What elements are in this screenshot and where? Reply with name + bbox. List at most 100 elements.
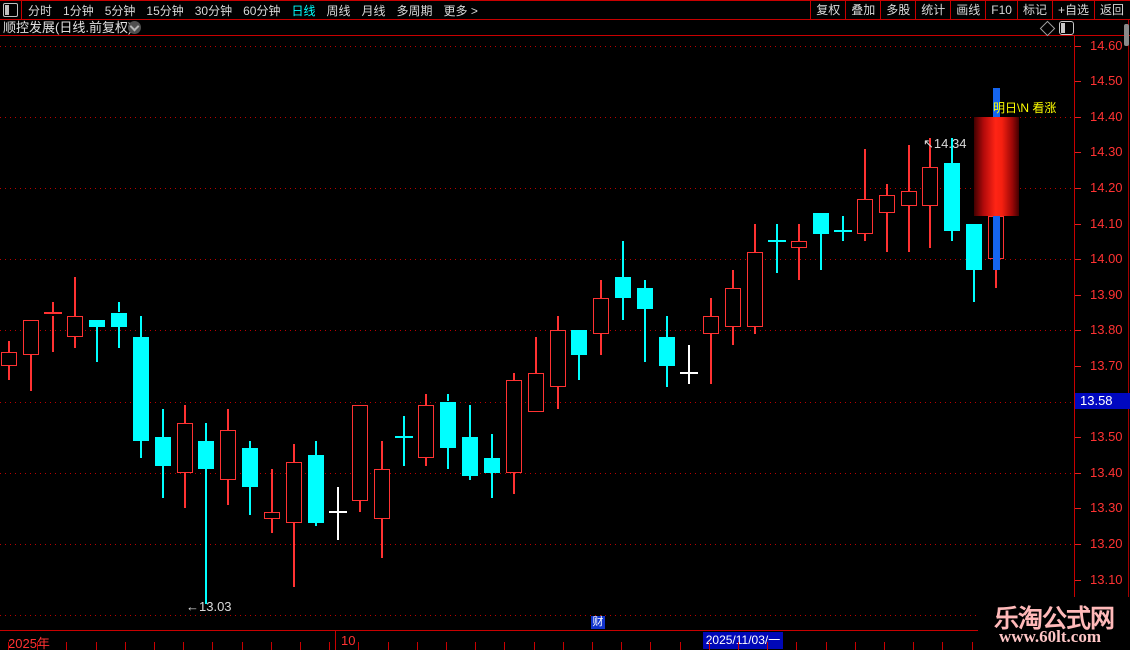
candle-2-lower-wick xyxy=(51,316,54,352)
candle-12-upper-wick xyxy=(271,469,274,512)
tools-menu: 复权 叠加 多股 统计 画线 F10 标记 +自选 返回 xyxy=(810,1,1129,19)
candle-14-upper-wick xyxy=(315,440,318,455)
candle-38-upper-wick xyxy=(841,216,844,231)
candle-35-doji xyxy=(767,240,786,243)
candle-26-lower-wick xyxy=(578,355,581,381)
price-label-14.40: 14.40 xyxy=(1090,108,1123,124)
candle-40-lower-wick xyxy=(885,212,888,252)
period-item-6[interactable]: 日线 xyxy=(291,3,316,18)
price-label-14.00: 14.00 xyxy=(1090,251,1123,267)
date-tick xyxy=(855,642,856,650)
date-tick xyxy=(826,642,827,650)
period-item-10[interactable]: 更多 > xyxy=(443,3,478,18)
candlestick-chart[interactable]: 财 ←13.03 ↖14.34 明日\N 看涨 xyxy=(0,36,1074,630)
tool-item-5[interactable]: F10 xyxy=(985,1,1017,19)
candle-8-upper-wick xyxy=(183,405,186,423)
candle-28-body xyxy=(615,276,632,299)
candle-14-lower-wick xyxy=(315,522,318,527)
candle-37-lower-wick xyxy=(819,234,822,270)
period-item-2[interactable]: 5分钟 xyxy=(104,3,136,18)
tool-item-0[interactable]: 复权 xyxy=(810,1,845,19)
tool-item-3[interactable]: 统计 xyxy=(915,1,950,19)
candle-21-body xyxy=(461,437,478,477)
candle-20-upper-wick xyxy=(446,394,449,402)
candle-27-lower-wick xyxy=(600,333,603,356)
price-label-13.90: 13.90 xyxy=(1090,286,1123,302)
candle-25-lower-wick xyxy=(556,387,559,409)
date-tick xyxy=(534,642,535,650)
gridline-14.20 xyxy=(0,187,1074,189)
gridline-14.60 xyxy=(0,45,1074,47)
date-tick xyxy=(329,642,330,650)
date-tick xyxy=(972,642,973,650)
candle-0-body xyxy=(1,351,17,366)
candle-38-doji xyxy=(833,229,852,232)
axis-tick-14.20 xyxy=(1075,187,1081,189)
period-menu: 分时 1分钟 5分钟 15分钟 30分钟 60分钟 日线 周线 月线 多周期 更多 > xyxy=(28,2,478,19)
period-item-0[interactable]: 分时 xyxy=(28,3,53,18)
date-tick xyxy=(884,642,885,650)
candle-29-lower-wick xyxy=(644,308,647,363)
candle-41-lower-wick xyxy=(907,205,910,252)
axis-tick-14.00 xyxy=(1075,259,1081,261)
event-marker[interactable]: 财 xyxy=(591,616,605,629)
candle-37-body xyxy=(812,212,829,235)
candle-2-upper-wick xyxy=(51,301,54,313)
split-window-icon[interactable] xyxy=(1059,21,1074,35)
candle-3-upper-wick xyxy=(73,276,76,317)
diamond-icon[interactable] xyxy=(1039,20,1056,37)
candle-23-body xyxy=(505,380,522,473)
period-item-4[interactable]: 30分钟 xyxy=(194,3,233,18)
candle-19-upper-wick xyxy=(424,394,427,406)
scrollbar-thumb[interactable] xyxy=(1124,24,1129,46)
tool-item-6[interactable]: 标记 xyxy=(1016,1,1052,19)
period-item-8[interactable]: 月线 xyxy=(361,3,386,18)
annotation-1: ↖14.34 xyxy=(923,136,967,151)
candle-0-upper-wick xyxy=(8,340,10,352)
layout-split-icon[interactable] xyxy=(3,3,18,17)
candle-23-upper-wick xyxy=(512,373,515,381)
chevron-down-icon[interactable] xyxy=(128,21,141,34)
candle-33-upper-wick xyxy=(732,269,735,288)
candle-7-lower-wick xyxy=(161,465,164,498)
window-right-border xyxy=(1128,20,1129,650)
candle-36-upper-wick xyxy=(797,223,800,242)
candle-43-upper-wick xyxy=(951,138,954,163)
candle-14-body xyxy=(308,454,325,523)
selected-date-badge: 2025/11/03/一 xyxy=(703,632,783,649)
axis-tick-14.40 xyxy=(1075,116,1081,118)
candle-27-upper-wick xyxy=(600,280,603,299)
date-tick xyxy=(504,642,505,650)
price-label-14.30: 14.30 xyxy=(1090,144,1123,160)
date-tick xyxy=(183,642,184,650)
candle-25-upper-wick xyxy=(556,316,559,331)
date-tick xyxy=(96,642,97,650)
tool-item-1[interactable]: 叠加 xyxy=(845,1,880,19)
period-item-9[interactable]: 多周期 xyxy=(396,3,433,18)
period-item-3[interactable]: 15分钟 xyxy=(146,3,184,18)
divider xyxy=(335,631,336,650)
date-tick xyxy=(212,642,213,650)
candle-44-lower-wick xyxy=(973,269,976,302)
month-label: 10 xyxy=(341,633,356,648)
period-item-7[interactable]: 周线 xyxy=(326,3,351,18)
date-tick xyxy=(417,642,418,650)
date-tick xyxy=(37,642,38,650)
tool-item-2[interactable]: 多股 xyxy=(880,1,915,19)
candle-26-body xyxy=(571,330,588,356)
date-tick xyxy=(154,642,155,650)
period-item-1[interactable]: 1分钟 xyxy=(63,3,94,18)
candle-38-lower-wick xyxy=(841,230,844,242)
candle-23-lower-wick xyxy=(512,472,515,495)
tool-item-8[interactable]: 返回 xyxy=(1093,1,1129,19)
candle-29-body xyxy=(637,287,654,309)
date-tick xyxy=(446,642,447,650)
period-item-5[interactable]: 60分钟 xyxy=(243,3,281,18)
axis-tick-14.60 xyxy=(1075,45,1081,47)
candle-2-doji xyxy=(43,311,62,314)
candle-34-lower-wick xyxy=(753,326,756,334)
date-tick xyxy=(358,642,359,650)
tool-item-4[interactable]: 画线 xyxy=(950,1,985,19)
tool-item-7[interactable]: +自选 xyxy=(1051,1,1094,19)
